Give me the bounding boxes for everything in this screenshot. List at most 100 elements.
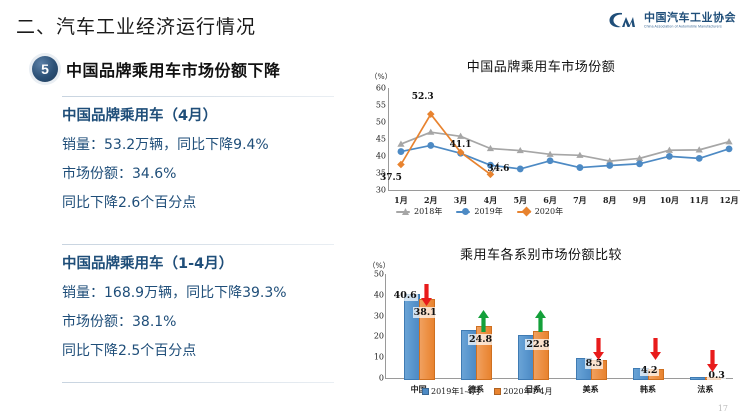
bar-chart-x-tick: 美系 (582, 384, 599, 394)
line-chart-marker (486, 170, 495, 179)
bar-chart-data-label: 24.8 (468, 334, 494, 346)
line-chart-y-tick: 35 (375, 168, 386, 178)
line-chart-x-tick: 10月 (659, 195, 679, 205)
line-chart-marker (576, 164, 584, 171)
line-chart-market-share: 中国品牌乘用车市场份额 （%） 30 35 40 45 50 55 60 1月 2月 3月 4月 5月… (342, 56, 740, 224)
legend-label: 2019年 (474, 207, 503, 216)
line-chart-marker (397, 160, 405, 169)
line-chart-marker (457, 132, 465, 139)
bar-chart-legend-item: 2019年1-4月 (422, 386, 480, 397)
line-chart-marker (665, 146, 673, 153)
info-line-change: 同比下降2.6个百分点 (62, 195, 197, 211)
line-chart-x-tick: 6月 (543, 195, 557, 205)
line-chart-x-tick: 3月 (453, 195, 468, 205)
line-chart-x-tick: 4月 (483, 195, 498, 205)
info-line-share: 市场份额：38.1% (62, 314, 177, 330)
bar-chart-data-label: 40.6 (392, 289, 418, 301)
line-chart-y-tick: 45 (375, 134, 386, 144)
line-chart-data-label: 52.3 (411, 92, 434, 103)
info-line-sales: 销量：168.9万辆，同比下降39.3% (62, 285, 287, 301)
bar-chart-y-tick: 30 (373, 311, 384, 321)
legend-label: 2018年 (414, 207, 443, 216)
info-line-sales: 销量：53.2万辆，同比下降9.4% (62, 137, 269, 153)
legend-swatch (456, 210, 471, 213)
line-chart-y-tick: 50 (375, 117, 386, 127)
bar-chart-data-label: 0.3 (707, 370, 726, 382)
line-chart-data-label: 41.1 (449, 140, 472, 151)
bar-2019年1-4月-法系 (690, 376, 707, 380)
trend-arrow-down-icon (420, 284, 432, 306)
trend-arrow-down-icon (707, 350, 719, 372)
line-chart-marker (725, 145, 733, 153)
page-title: 二、汽车工业经济运行情况 (16, 16, 257, 38)
logo-company-name-cn: 中国汽车工业协会 (644, 10, 736, 24)
divider-bottom (62, 382, 334, 383)
bar-chart-x-tick: 日系 (525, 384, 542, 394)
trend-arrow-down-icon (650, 338, 661, 360)
line-chart-series-layer (397, 110, 733, 179)
line-chart-marker (635, 154, 644, 161)
bar-chart-data-label: 38.1 (412, 306, 438, 318)
bar-chart-y-tick: 40 (373, 290, 384, 300)
info-line-change: 同比下降2.5个百分点 (62, 343, 197, 359)
section-heading: 5 中国品牌乘用车市场份额下降 (32, 56, 281, 82)
line-chart-x-tick: 9月 (632, 195, 647, 205)
logo-company-name-en: China Association of Automobile Manufact… (644, 23, 722, 29)
legend-swatch (422, 388, 429, 395)
line-chart-marker (665, 152, 673, 160)
divider-middle (62, 244, 334, 245)
line-chart-legend-item: 2018年 (396, 206, 442, 217)
legend-label: 2020年1-4月 (503, 387, 553, 396)
bar-chart-y-axis (385, 274, 386, 378)
bar-chart-x-tick: 中国 (410, 384, 427, 394)
bar-chart-data-label: 22.8 (525, 338, 551, 350)
bar-chart-legend-item: 2020年1-4月 (494, 386, 553, 397)
bar-chart-y-tick: 50 (373, 269, 384, 279)
line-chart-x-tick: 5月 (513, 195, 528, 205)
line-chart-x-tick: 7月 (573, 195, 587, 205)
line-chart-marker (427, 142, 435, 149)
bar-chart-y-unit: （%） (368, 261, 391, 270)
line-chart-marker (725, 138, 733, 145)
trend-arrow-down-icon (592, 338, 604, 360)
caam-logo: 中国汽车工业协会 China Association of Automobile… (607, 10, 736, 30)
line-chart-x-tick: 2月 (423, 195, 438, 205)
bar-chart-x-tick: 法系 (697, 384, 714, 394)
info-block-april: 中国品牌乘用车（4月） 销量：53.2万辆，同比下降9.4% 市场份额：34.6… (62, 104, 352, 221)
legend-swatch (494, 388, 502, 395)
bar-chart-data-label: 8.5 (584, 358, 604, 370)
bar-chart-y-tick: 20 (373, 331, 384, 341)
line-chart-marker (636, 160, 643, 168)
bar-chart-title: 乘用车各系别市场份额比较 (459, 248, 622, 263)
line-chart-x-tick: 8月 (602, 195, 617, 205)
divider-top (62, 96, 334, 97)
bar-chart-y-tick: 0 (378, 373, 384, 383)
legend-label: 2020年 (534, 207, 564, 216)
line-chart-x-axis (388, 190, 740, 191)
line-chart-marker (397, 148, 405, 155)
line-chart-marker (546, 150, 554, 157)
line-chart-x-tick: 1月 (394, 195, 408, 205)
line-chart-marker (695, 154, 703, 162)
line-chart-marker (606, 162, 614, 169)
line-chart-y-unit: （%） (370, 72, 393, 81)
bar-chart-brand-origin-share: 乘用车各系别市场份额比较 （%） 0 10 20 30 40 50 中国 德系 日系 美系 韩系 法系… (342, 244, 740, 414)
line-chart-line-2018年 (400, 131, 730, 162)
info-heading: 中国品牌乘用车（4月） (62, 108, 218, 124)
line-chart-line-2020年 (400, 113, 491, 176)
line-chart-marker (487, 161, 494, 169)
bar-chart-x-tick: 韩系 (640, 384, 656, 394)
legend-label: 2019年1-4月 (431, 387, 481, 396)
legend-swatch (396, 210, 410, 213)
line-chart-data-label: 37.5 (379, 172, 402, 183)
line-chart-marker (606, 157, 614, 164)
line-chart-marker (546, 157, 554, 165)
trend-arrow-up-icon (478, 310, 489, 332)
line-chart-y-axis (388, 88, 389, 190)
line-chart-marker (486, 144, 495, 152)
line-chart-y-tick: 30 (375, 185, 386, 195)
bar-chart-x-axis (385, 378, 733, 379)
section-title: 中国品牌乘用车市场份额下降 (66, 61, 281, 80)
line-chart-marker (427, 128, 435, 135)
